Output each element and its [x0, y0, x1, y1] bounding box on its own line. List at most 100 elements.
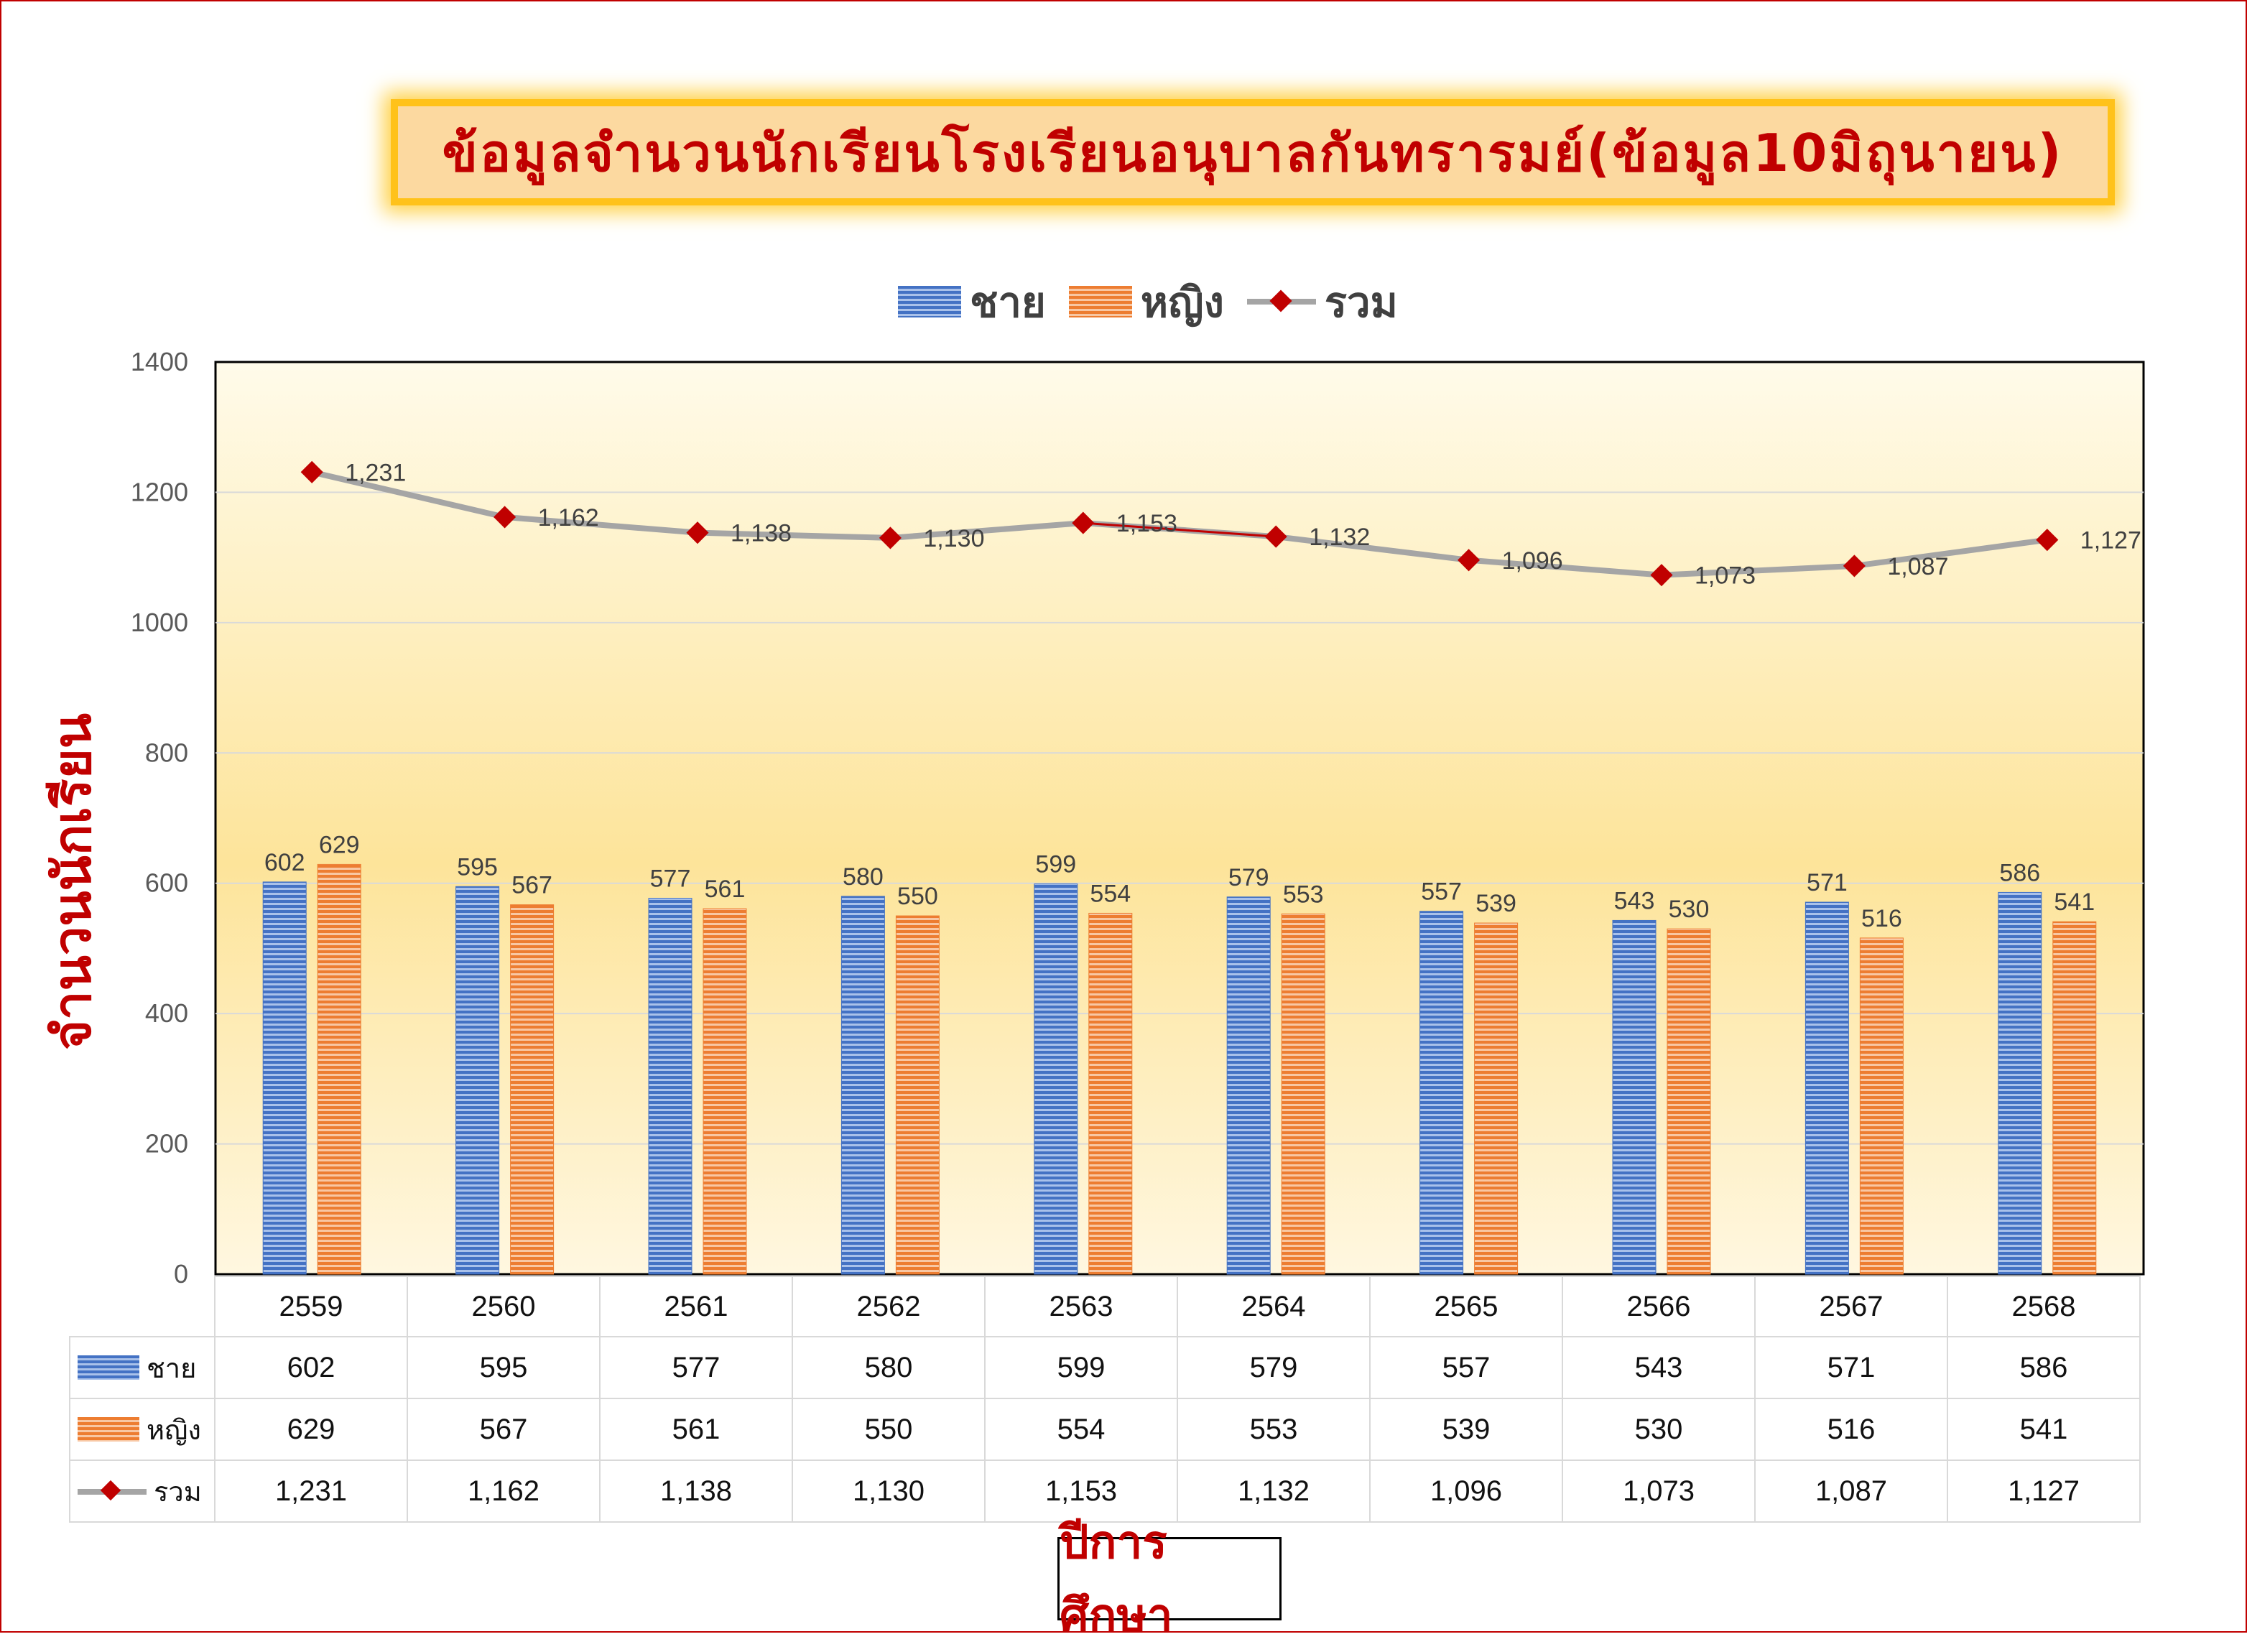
table-row-label-male: ชาย: [147, 1353, 197, 1384]
chart-title: ข้อมูลจำนวนนักเรียนโรงเรียนอนุบาลกันทราร…: [442, 122, 2064, 183]
legend-item-female: หญิง: [1068, 269, 1224, 335]
total-marker: [2036, 529, 2059, 552]
y-tick-label: 600: [145, 868, 188, 898]
bar-label-female: 629: [319, 831, 360, 858]
table-value-cell: 543: [1562, 1336, 1756, 1399]
legend-swatch-female: [1068, 286, 1132, 317]
bar-female: [703, 908, 747, 1275]
bar-label-female: 567: [511, 872, 552, 899]
bar-label-male: 595: [457, 853, 498, 881]
legend-swatch-male: [898, 286, 961, 317]
table-year-cell: 2565: [1369, 1276, 1563, 1337]
table-value-cell: 550: [792, 1398, 986, 1461]
table-year-cell: 2568: [1947, 1276, 2141, 1337]
table-value-cell: 567: [407, 1398, 601, 1461]
bar-male: [1226, 896, 1271, 1275]
table-row-male: ชาย 602 595 577 580 599 579 557 543 571 586: [69, 1336, 2141, 1399]
table-value-cell: 599: [984, 1336, 1178, 1399]
bar-label-male: 557: [1421, 878, 1462, 906]
table-swatch-male: [78, 1355, 139, 1380]
total-data-label: 1,132: [1309, 524, 1370, 551]
table-year-cell: 2562: [792, 1276, 986, 1337]
x-axis-title-text: ปีการศึกษา: [1060, 1516, 1173, 1643]
table-header-row: 2559 2560 2561 2562 2563 2564 2565 2566 2567 2568: [70, 1276, 2141, 1337]
bar-label-female: 561: [705, 876, 746, 903]
table-value-cell: 1,127: [1947, 1460, 2141, 1523]
table-value-cell: 539: [1369, 1398, 1563, 1461]
bar-male: [455, 886, 500, 1275]
bar-male: [262, 881, 307, 1275]
table-value-cell: 1,153: [984, 1460, 1178, 1523]
table-value-cell: 530: [1562, 1398, 1756, 1461]
table-value-cell: 629: [214, 1398, 408, 1461]
bar-female: [1474, 922, 1519, 1275]
table-row-female: หญิง 629 567 561 550 554 553 539 530 516 541: [69, 1398, 2141, 1461]
table-value-cell: 553: [1177, 1398, 1371, 1461]
bar-label-female: 541: [2054, 888, 2095, 916]
table-value-cell: 1,138: [599, 1460, 793, 1523]
bar-female: [895, 915, 940, 1275]
y-tick-label: 1200: [131, 477, 188, 506]
table-value-cell: 579: [1177, 1336, 1371, 1399]
table-value-cell: 602: [214, 1336, 408, 1399]
table-row-header-total: รวม: [69, 1460, 216, 1523]
table-value-cell: 1,130: [792, 1460, 986, 1523]
bar-male: [648, 898, 692, 1275]
table-value-cell: 554: [984, 1398, 1178, 1461]
table-swatch-total: [78, 1479, 147, 1503]
legend-label-total: รวม: [1324, 277, 1398, 327]
bar-label-male: 577: [650, 866, 691, 893]
bar-male: [1034, 883, 1078, 1275]
legend-item-total: รวม: [1246, 269, 1398, 335]
legend-swatch-total: [1246, 286, 1316, 317]
table-value-cell: 1,231: [214, 1460, 408, 1523]
legend: ชาย หญิง รวม: [898, 277, 1411, 327]
total-data-label: 1,231: [345, 459, 406, 486]
bar-label-male: 571: [1807, 869, 1848, 896]
chart-title-box: ข้อมูลจำนวนนักเรียนโรงเรียนอนุบาลกันทราร…: [391, 99, 2115, 205]
y-tick-label: 800: [145, 738, 188, 767]
total-data-label: 1,096: [1502, 547, 1563, 575]
plot-area: [214, 361, 2145, 1276]
bar-male: [840, 896, 885, 1275]
table-year-cell: 2559: [214, 1276, 408, 1337]
bar-label-female: 516: [1861, 905, 1902, 932]
x-axis-title: ปีการศึกษา: [1057, 1516, 1282, 1643]
bar-female: [317, 863, 361, 1275]
bar-male: [1419, 911, 1464, 1275]
legend-item-male: ชาย: [898, 269, 1046, 335]
table-row-label-female: หญิง: [147, 1415, 201, 1446]
table-year-cell: 2561: [599, 1276, 793, 1337]
table-value-cell: 577: [599, 1336, 793, 1399]
total-line: 1,231 1,162 1,138 1,130 1,153 1,132 1,096 1,073…: [300, 459, 2141, 590]
total-series-highlight-segment: [1083, 521, 1277, 538]
table-year-cell: 2564: [1177, 1276, 1371, 1337]
y-tick-label: 1000: [131, 608, 188, 637]
table-value-cell: 1,162: [407, 1460, 601, 1523]
bar-male: [1612, 919, 1657, 1275]
legend-label-male: ชาย: [970, 277, 1046, 327]
y-tick-label: 200: [145, 1129, 188, 1159]
table-value-cell: 595: [407, 1336, 601, 1399]
table-value-cell: 586: [1947, 1336, 2141, 1399]
legend-label-female: หญิง: [1140, 277, 1224, 327]
data-table: 2559 2560 2561 2562 2563 2564 2565 2566 2567 2568…: [69, 1276, 2141, 1523]
total-data-label: 1,138: [731, 520, 792, 547]
bar-female: [1088, 912, 1133, 1275]
table-value-cell: 1,132: [1177, 1460, 1371, 1523]
table-row-header-male: ชาย: [69, 1336, 216, 1399]
bar-female: [1859, 937, 1904, 1275]
total-data-label: 1,073: [1695, 562, 1756, 590]
table-value-cell: 516: [1754, 1398, 1948, 1461]
table-row-total: รวม 1,231 1,162 1,138 1,130 1,153 1,132 1,096 1,…: [69, 1460, 2141, 1523]
table-year-cell: 2566: [1562, 1276, 1756, 1337]
bar-label-male: 580: [843, 863, 884, 891]
table-row-header-female: หญิง: [69, 1398, 216, 1461]
table-corner-cell: [70, 1276, 216, 1337]
table-row-label-total: รวม: [154, 1477, 202, 1508]
bar-female: [1667, 928, 1711, 1275]
total-marker: [1843, 554, 1866, 577]
